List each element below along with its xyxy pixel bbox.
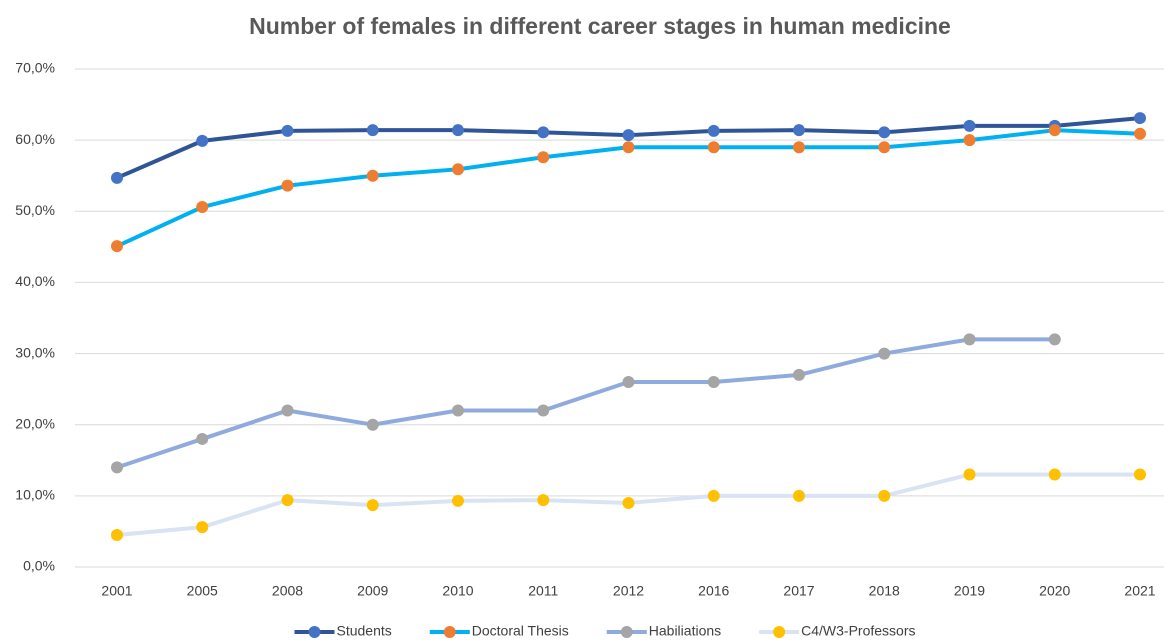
legend-label: Habiliations bbox=[649, 623, 721, 639]
data-point bbox=[281, 124, 294, 137]
data-point bbox=[707, 376, 720, 389]
data-point bbox=[452, 163, 464, 176]
y-tick-label: 10,0% bbox=[15, 487, 55, 503]
data-point bbox=[622, 129, 635, 142]
data-point bbox=[452, 404, 464, 417]
legend-label: Doctoral Thesis bbox=[472, 623, 569, 639]
data-point bbox=[452, 494, 464, 507]
legend-marker bbox=[308, 626, 321, 638]
y-tick-label: 60,0% bbox=[15, 131, 55, 147]
data-point bbox=[622, 376, 635, 389]
data-point bbox=[963, 134, 976, 147]
data-point bbox=[537, 126, 550, 139]
data-point bbox=[878, 141, 891, 154]
y-tick-label: 50,0% bbox=[15, 202, 55, 218]
data-point bbox=[196, 521, 209, 534]
data-point bbox=[1134, 468, 1146, 481]
x-tick-label: 2001 bbox=[101, 583, 132, 599]
data-point bbox=[963, 333, 976, 346]
legend-marker bbox=[773, 626, 786, 638]
data-point bbox=[111, 528, 123, 541]
data-point bbox=[537, 494, 550, 507]
data-point bbox=[707, 489, 720, 502]
x-tick-label: 2010 bbox=[442, 583, 473, 599]
data-point bbox=[111, 240, 123, 253]
data-point bbox=[111, 171, 123, 184]
data-point bbox=[793, 124, 805, 137]
x-tick-label: 2008 bbox=[272, 583, 303, 599]
legend-label: Students bbox=[336, 623, 391, 639]
data-point bbox=[196, 432, 209, 445]
y-tick-label: 70,0% bbox=[15, 60, 55, 76]
data-point bbox=[366, 418, 379, 431]
data-point bbox=[366, 169, 379, 182]
data-point bbox=[1134, 112, 1146, 125]
y-tick-label: 40,0% bbox=[15, 273, 55, 289]
x-tick-label: 2018 bbox=[869, 583, 900, 599]
legend-marker bbox=[620, 626, 633, 638]
data-point bbox=[281, 404, 294, 417]
x-tick-label: 2017 bbox=[783, 583, 814, 599]
y-tick-label: 20,0% bbox=[15, 415, 55, 431]
x-tick-label: 2009 bbox=[357, 583, 388, 599]
data-point bbox=[707, 124, 720, 137]
x-tick-label: 2021 bbox=[1124, 583, 1155, 599]
data-point bbox=[963, 119, 976, 132]
data-point bbox=[878, 126, 891, 139]
data-point bbox=[281, 179, 294, 192]
legend-label: C4/W3-Professors bbox=[801, 623, 915, 639]
data-point bbox=[537, 151, 550, 164]
data-point bbox=[281, 494, 294, 507]
y-tick-label: 0,0% bbox=[23, 558, 55, 574]
chart-title: Number of females in different career st… bbox=[249, 13, 951, 39]
x-tick-label: 2011 bbox=[528, 583, 558, 599]
data-point bbox=[622, 496, 635, 509]
data-point bbox=[1048, 333, 1061, 346]
data-point bbox=[1048, 124, 1061, 137]
data-point bbox=[1134, 127, 1146, 140]
data-point bbox=[622, 141, 635, 154]
data-point bbox=[878, 347, 891, 360]
data-point bbox=[196, 201, 209, 214]
data-point bbox=[707, 141, 720, 154]
data-point bbox=[1048, 468, 1061, 481]
data-point bbox=[111, 461, 123, 474]
x-tick-label: 2016 bbox=[698, 583, 729, 599]
data-point bbox=[793, 141, 805, 154]
y-tick-label: 30,0% bbox=[15, 344, 55, 360]
data-point bbox=[878, 489, 891, 502]
data-point bbox=[196, 134, 209, 147]
data-point bbox=[793, 489, 805, 502]
data-point bbox=[793, 368, 805, 381]
data-point bbox=[963, 468, 976, 481]
x-tick-label: 2019 bbox=[954, 583, 985, 599]
data-point bbox=[366, 499, 379, 512]
x-tick-label: 2005 bbox=[187, 583, 218, 599]
data-point bbox=[452, 124, 464, 137]
series-line bbox=[116, 337, 1055, 470]
x-tick-label: 2012 bbox=[613, 583, 644, 599]
data-point bbox=[366, 124, 379, 137]
data-point bbox=[537, 404, 550, 417]
x-tick-label: 2020 bbox=[1039, 583, 1070, 599]
legend-marker bbox=[443, 626, 456, 638]
